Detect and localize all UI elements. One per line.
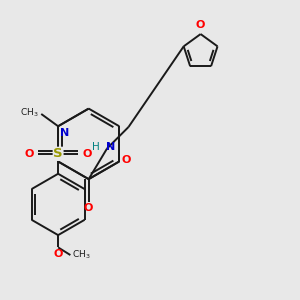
Text: O: O [82, 149, 92, 159]
Text: H: H [92, 142, 99, 152]
Text: N: N [60, 128, 69, 138]
Text: CH$_3$: CH$_3$ [20, 107, 39, 119]
Text: N: N [106, 142, 116, 152]
Text: O: O [122, 155, 131, 165]
Text: O: O [25, 149, 34, 159]
Text: O: O [53, 249, 63, 259]
Text: O: O [196, 20, 205, 30]
Text: CH$_3$: CH$_3$ [72, 249, 91, 261]
Text: S: S [53, 147, 63, 160]
Text: O: O [84, 203, 93, 213]
